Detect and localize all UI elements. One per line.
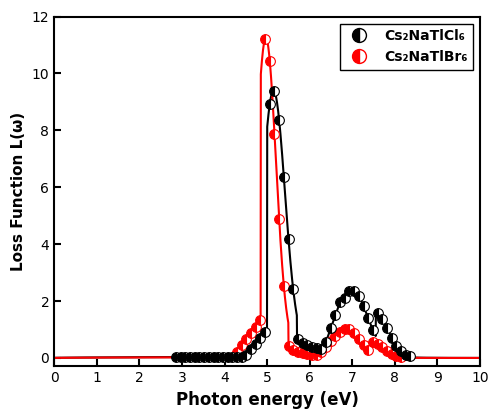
Y-axis label: Loss Function L(ω): Loss Function L(ω)	[11, 112, 26, 271]
X-axis label: Photon energy (eV): Photon energy (eV)	[176, 391, 358, 409]
Legend: Cs₂NaTlCl₆, Cs₂NaTlBr₆: Cs₂NaTlCl₆, Cs₂NaTlBr₆	[340, 24, 473, 70]
